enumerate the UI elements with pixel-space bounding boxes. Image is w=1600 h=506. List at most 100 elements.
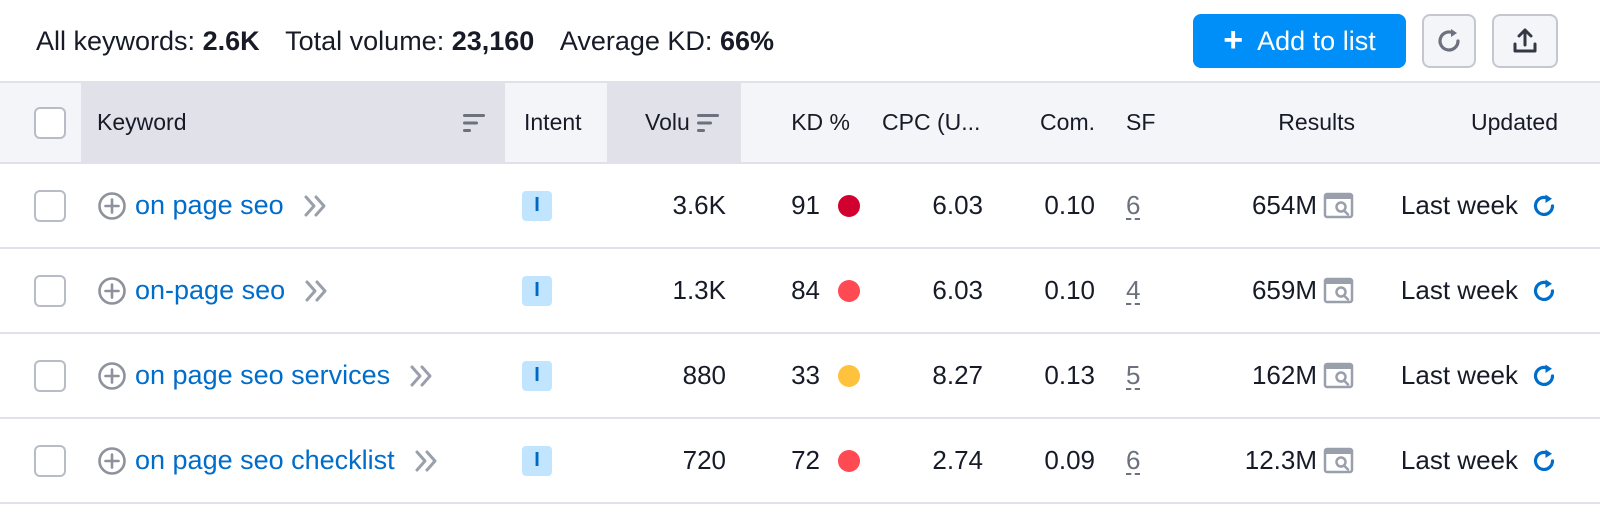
intent-cell: I — [522, 334, 552, 417]
volume-value: 3.6K — [672, 190, 727, 220]
keyword-cell: on page seo — [97, 164, 330, 247]
sf-value[interactable]: 5 — [1126, 359, 1141, 390]
refresh-icon — [1438, 29, 1460, 52]
table-header: Keyword Intent Volu KD % CPC (U... — [0, 81, 1600, 164]
volume-cell: 880 — [620, 334, 726, 417]
column-header-cpc[interactable]: CPC (U... — [882, 109, 981, 135]
cpc-cell: 2.74 — [880, 419, 983, 502]
updated-value: Last week — [1400, 190, 1518, 220]
row-checkbox[interactable] — [34, 274, 66, 307]
results-value: 12.3M — [1244, 445, 1317, 475]
keyword-header-highlight — [81, 83, 505, 162]
updated-value: Last week — [1400, 360, 1518, 390]
sf-value[interactable]: 4 — [1126, 274, 1141, 305]
plus-icon: + — [1223, 20, 1244, 59]
chevron-double-right-icon[interactable] — [303, 278, 331, 304]
cpc-value: 8.27 — [932, 360, 983, 390]
com-value: 0.13 — [1044, 360, 1095, 390]
add-to-list-button[interactable]: + Add to list — [1193, 14, 1406, 68]
column-header-kd[interactable]: KD % — [791, 109, 850, 135]
add-keyword-icon[interactable] — [97, 191, 127, 221]
column-header-intent[interactable]: Intent — [524, 109, 582, 135]
results-value: 162M — [1251, 360, 1317, 390]
export-button[interactable] — [1492, 14, 1558, 68]
serp-preview-icon[interactable] — [1323, 192, 1355, 220]
add-keyword-icon[interactable] — [97, 446, 127, 476]
row-select-cell — [34, 419, 66, 502]
cpc-value: 6.03 — [932, 190, 983, 220]
chevron-double-right-icon[interactable] — [302, 193, 330, 219]
chevron-double-right-icon[interactable] — [413, 448, 441, 474]
serp-preview-icon[interactable] — [1323, 362, 1355, 390]
sf-value[interactable]: 6 — [1126, 189, 1141, 220]
keyword-link[interactable]: on page seo — [135, 190, 284, 220]
results-cell: 12.3M — [1200, 419, 1355, 502]
sf-cell: 6 — [1126, 419, 1141, 502]
volume-header-highlight — [607, 83, 741, 162]
com-cell: 0.09 — [1000, 419, 1095, 502]
column-header-com[interactable]: Com. — [1040, 109, 1095, 135]
keyword-link[interactable]: on page seo checklist — [135, 445, 395, 475]
keyword-sort-button[interactable] — [462, 83, 486, 162]
sort-icon — [696, 113, 719, 132]
updated-cell: Last week — [1380, 249, 1558, 332]
chevron-double-right-icon[interactable] — [408, 363, 436, 389]
keyword-link[interactable]: on-page seo — [135, 275, 286, 305]
total-volume-stat: Total volume: 23,160 — [285, 26, 535, 56]
table-row: on page seo I 3.6K 91 6.03 0.10 6 654M L… — [0, 164, 1600, 249]
sf-cell: 5 — [1126, 334, 1141, 417]
keyword-cell: on-page seo — [97, 249, 331, 332]
column-header-updated[interactable]: Updated — [1471, 109, 1558, 135]
intent-badge: I — [522, 190, 552, 221]
row-select-cell — [34, 249, 66, 332]
kd-difficulty-dot — [838, 364, 860, 387]
column-header-volume[interactable]: Volu — [645, 83, 720, 162]
cpc-cell: 8.27 — [880, 334, 983, 417]
all-keywords-stat: All keywords: 2.6K — [36, 26, 260, 56]
row-checkbox[interactable] — [34, 189, 66, 222]
column-header-sf[interactable]: SF — [1126, 109, 1156, 135]
sf-value[interactable]: 6 — [1126, 444, 1141, 475]
serp-preview-icon[interactable] — [1323, 277, 1355, 305]
kd-value: 33 — [791, 360, 820, 390]
average-kd-stat: Average KD: 66% — [559, 26, 774, 56]
refresh-row-icon[interactable] — [1530, 362, 1558, 390]
kd-cell: 91 — [760, 164, 860, 247]
updated-cell: Last week — [1380, 334, 1558, 417]
sf-cell: 6 — [1126, 164, 1141, 247]
cpc-value: 6.03 — [932, 275, 983, 305]
keyword-table: Keyword Intent Volu KD % CPC (U... — [0, 81, 1600, 504]
select-all-cell — [34, 83, 66, 162]
add-keyword-icon[interactable] — [97, 276, 127, 306]
keyword-link[interactable]: on page seo services — [135, 360, 391, 390]
cpc-value: 2.74 — [932, 445, 983, 475]
column-header-results[interactable]: Results — [1278, 109, 1355, 135]
refresh-row-icon[interactable] — [1530, 192, 1558, 220]
kd-cell: 33 — [760, 334, 860, 417]
kd-value: 91 — [791, 190, 820, 220]
updated-value: Last week — [1400, 275, 1518, 305]
refresh-row-icon[interactable] — [1530, 277, 1558, 305]
select-all-checkbox[interactable] — [34, 106, 66, 139]
com-value: 0.09 — [1044, 445, 1095, 475]
refresh-button[interactable] — [1422, 14, 1476, 68]
sort-icon — [463, 113, 485, 132]
kd-value: 84 — [791, 275, 820, 305]
intent-cell: I — [522, 164, 552, 247]
refresh-row-icon[interactable] — [1530, 447, 1558, 475]
results-cell: 162M — [1200, 334, 1355, 417]
updated-value: Last week — [1400, 445, 1518, 475]
volume-cell: 3.6K — [620, 164, 727, 247]
intent-badge: I — [522, 360, 552, 391]
column-header-keyword[interactable]: Keyword — [97, 109, 187, 135]
volume-value: 880 — [682, 360, 726, 390]
row-checkbox[interactable] — [34, 359, 66, 392]
keyword-cell: on page seo checklist — [97, 419, 441, 502]
volume-value: 720 — [682, 445, 726, 475]
intent-cell: I — [522, 419, 552, 502]
add-keyword-icon[interactable] — [97, 361, 127, 391]
cpc-cell: 6.03 — [880, 249, 983, 332]
serp-preview-icon[interactable] — [1323, 447, 1355, 475]
kd-value: 72 — [791, 445, 820, 475]
row-checkbox[interactable] — [34, 444, 66, 477]
